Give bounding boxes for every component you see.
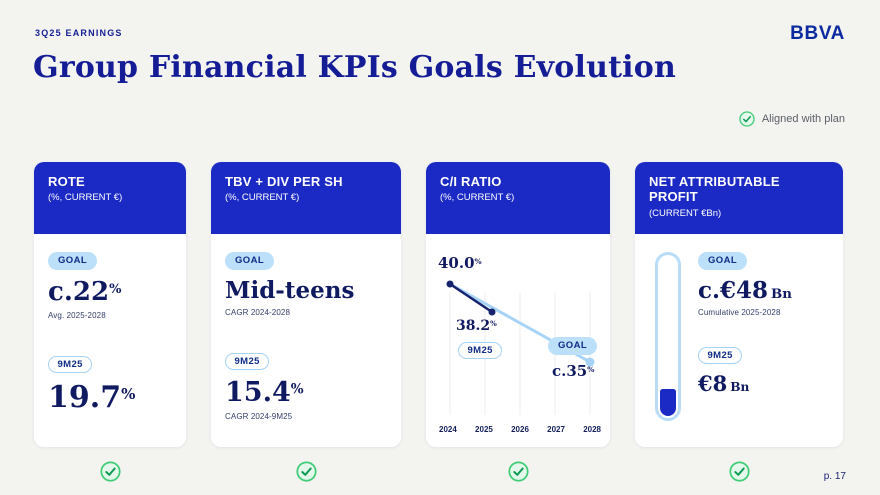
- page-title: Group Financial KPIs Goals Evolution: [33, 50, 676, 85]
- goal-pill: GOAL: [225, 252, 275, 270]
- ci-ratio-chart: 40.0% 38.2% 9M25 GOAL c.35% 2024 2025 20…: [426, 234, 610, 447]
- goal-note: Cumulative 2025-2028: [698, 307, 781, 317]
- card-body: GOAL c.€48 Bn Cumulative 2025-2028 9M25 €…: [635, 234, 843, 447]
- goal-value: Mid-teens: [225, 276, 355, 304]
- current-period-pill: 9M25: [458, 342, 503, 359]
- progress-gauge: [655, 252, 681, 421]
- legend-label: Aligned with plan: [761, 113, 845, 125]
- check-circle-icon: [739, 111, 755, 127]
- report-eyebrow: 3Q25 EARNINGS: [35, 28, 123, 38]
- kpi-card-net-profit: NET ATTRIBUTABLE PROFIT (CURRENT €Bn) GO…: [635, 162, 843, 447]
- current-value: 15.4%: [225, 376, 304, 408]
- card-subtitle: (%, CURRENT €): [48, 192, 123, 204]
- goal-pill: GOAL: [698, 252, 748, 270]
- status-check-icon: [99, 461, 121, 482]
- goal-value: c.22%: [48, 276, 122, 307]
- card-title: ROTE: [48, 174, 85, 189]
- year-label: 2024: [439, 425, 457, 434]
- card-header: TBV + DIV PER SH (%, CURRENT €): [211, 162, 401, 234]
- x-axis-year-labels: 2024 2025 2026 2027 2028: [439, 425, 601, 434]
- card-title: NET ATTRIBUTABLE PROFIT: [649, 174, 780, 205]
- card-body: GOAL c.22% Avg. 2025-2028 9M25 19.7%: [34, 234, 186, 447]
- goal-note: Avg. 2025-2028: [48, 310, 106, 320]
- goal-pill: GOAL: [548, 337, 598, 355]
- kpi-cards-row: ROTE (%, CURRENT €) GOAL c.22% Avg. 2025…: [34, 162, 843, 482]
- progress-gauge-fill: [660, 389, 676, 416]
- current-period-pill: 9M25: [698, 347, 743, 364]
- actual-start-dot: [446, 280, 454, 288]
- current-period-pill: 9M25: [225, 353, 270, 370]
- kpi-card-rote: ROTE (%, CURRENT €) GOAL c.22% Avg. 2025…: [34, 162, 186, 447]
- kpi-card-tbv-div: TBV + DIV PER SH (%, CURRENT €) GOAL Mid…: [211, 162, 401, 447]
- card-title: TBV + DIV PER SH: [225, 174, 343, 189]
- card-header: C/I RATIO (%, CURRENT €): [426, 162, 610, 234]
- current-note: CAGR 2024-9M25: [225, 411, 293, 421]
- card-header: NET ATTRIBUTABLE PROFIT (CURRENT €Bn): [635, 162, 843, 234]
- year-label: 2025: [475, 425, 493, 434]
- aligned-with-plan-legend: Aligned with plan: [739, 111, 845, 127]
- card-title: C/I RATIO: [440, 174, 502, 189]
- actual-end-dot: [488, 308, 496, 316]
- kpi-card-ci-ratio: C/I RATIO (%, CURRENT €): [426, 162, 610, 447]
- goal-value: c.€48 Bn: [698, 276, 792, 304]
- start-value-label: 40.0%: [438, 254, 482, 272]
- bbva-logo: BBVA: [790, 23, 845, 44]
- status-check-icon: [507, 461, 529, 482]
- card-subtitle: (%, CURRENT €): [225, 192, 300, 204]
- card-subtitle: (%, CURRENT €): [440, 192, 515, 204]
- card-body: GOAL Mid-teens CAGR 2024-2028 9M25 15.4%…: [211, 234, 401, 447]
- current-value-label: 38.2%: [456, 318, 497, 334]
- goal-pill: GOAL: [48, 252, 98, 270]
- year-label: 2027: [547, 425, 565, 434]
- goal-note: CAGR 2024-2028: [225, 307, 290, 317]
- year-label: 2028: [583, 425, 601, 434]
- status-check-icon: [728, 461, 750, 482]
- card-subtitle: (CURRENT €Bn): [649, 207, 722, 219]
- year-label: 2026: [511, 425, 529, 434]
- card-header: ROTE (%, CURRENT €): [34, 162, 186, 234]
- page-number: p. 17: [823, 471, 846, 482]
- goal-value-label: c.35%: [552, 362, 595, 380]
- current-value: €8 Bn: [698, 370, 750, 396]
- actual-trend-line: [449, 282, 493, 314]
- current-period-pill: 9M25: [48, 356, 93, 373]
- status-check-icon: [295, 461, 317, 482]
- current-value: 19.7%: [48, 379, 136, 415]
- goal-endpoint-dot: [585, 357, 595, 367]
